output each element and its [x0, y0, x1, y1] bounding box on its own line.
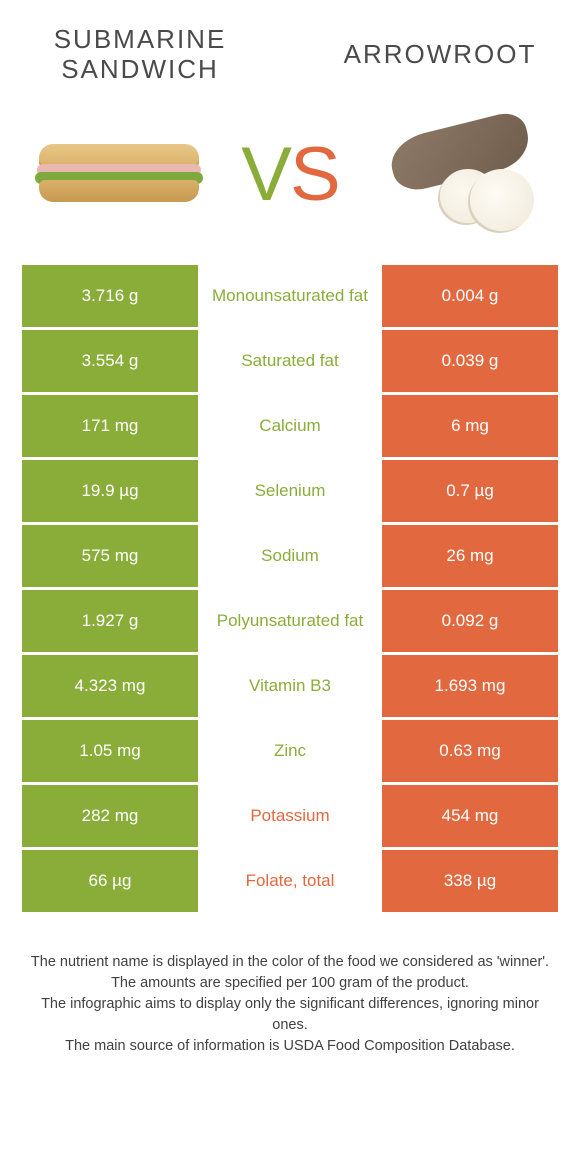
left-value: 4.323 mg [22, 655, 198, 717]
nutrient-table: 3.716 gMonounsaturated fat0.004 g3.554 g… [22, 265, 558, 912]
table-row: 1.05 mgZinc0.63 mg [22, 720, 558, 782]
left-value: 171 mg [22, 395, 198, 457]
nutrient-label: Monounsaturated fat [198, 265, 382, 327]
right-value: 26 mg [382, 525, 558, 587]
right-food-title: ARROWROOT [340, 25, 540, 70]
right-value: 0.63 mg [382, 720, 558, 782]
right-value: 0.039 g [382, 330, 558, 392]
table-row: 19.9 µgSelenium0.7 µg [22, 460, 558, 522]
left-value: 3.716 g [22, 265, 198, 327]
hero-row: VS [0, 85, 580, 265]
footnote-line: The main source of information is USDA F… [30, 1036, 550, 1057]
footnote-line: The infographic aims to display only the… [30, 994, 550, 1036]
left-value: 1.927 g [22, 590, 198, 652]
table-row: 3.716 gMonounsaturated fat0.004 g [22, 265, 558, 327]
left-value: 575 mg [22, 525, 198, 587]
right-value: 6 mg [382, 395, 558, 457]
table-row: 3.554 gSaturated fat0.039 g [22, 330, 558, 392]
vs-label: VS [241, 131, 338, 218]
nutrient-label: Folate, total [198, 850, 382, 912]
table-row: 575 mgSodium26 mg [22, 525, 558, 587]
right-value: 454 mg [382, 785, 558, 847]
right-value: 0.7 µg [382, 460, 558, 522]
left-value: 19.9 µg [22, 460, 198, 522]
nutrient-label: Saturated fat [198, 330, 382, 392]
nutrient-label: Selenium [198, 460, 382, 522]
vs-s: S [290, 132, 339, 217]
nutrient-label: Sodium [198, 525, 382, 587]
table-row: 66 µgFolate, total338 µg [22, 850, 558, 912]
left-value: 1.05 mg [22, 720, 198, 782]
header: SUBMARINE SANDWICH ARROWROOT [0, 0, 580, 85]
table-row: 1.927 gPolyunsaturated fat0.092 g [22, 590, 558, 652]
nutrient-label: Zinc [198, 720, 382, 782]
table-row: 171 mgCalcium6 mg [22, 395, 558, 457]
vs-v: V [241, 132, 290, 217]
right-value: 0.092 g [382, 590, 558, 652]
footnote-line: The amounts are specified per 100 gram o… [30, 973, 550, 994]
right-value: 1.693 mg [382, 655, 558, 717]
table-row: 4.323 mgVitamin B31.693 mg [22, 655, 558, 717]
table-row: 282 mgPotassium454 mg [22, 785, 558, 847]
right-value: 338 µg [382, 850, 558, 912]
left-food-title: SUBMARINE SANDWICH [40, 25, 240, 85]
left-value: 282 mg [22, 785, 198, 847]
footnote-line: The nutrient name is displayed in the co… [30, 952, 550, 973]
left-value: 66 µg [22, 850, 198, 912]
nutrient-label: Potassium [198, 785, 382, 847]
right-value: 0.004 g [382, 265, 558, 327]
sandwich-icon [30, 110, 210, 240]
nutrient-label: Vitamin B3 [198, 655, 382, 717]
nutrient-label: Calcium [198, 395, 382, 457]
arrowroot-icon [370, 110, 550, 240]
footnotes: The nutrient name is displayed in the co… [30, 952, 550, 1057]
nutrient-label: Polyunsaturated fat [198, 590, 382, 652]
left-value: 3.554 g [22, 330, 198, 392]
